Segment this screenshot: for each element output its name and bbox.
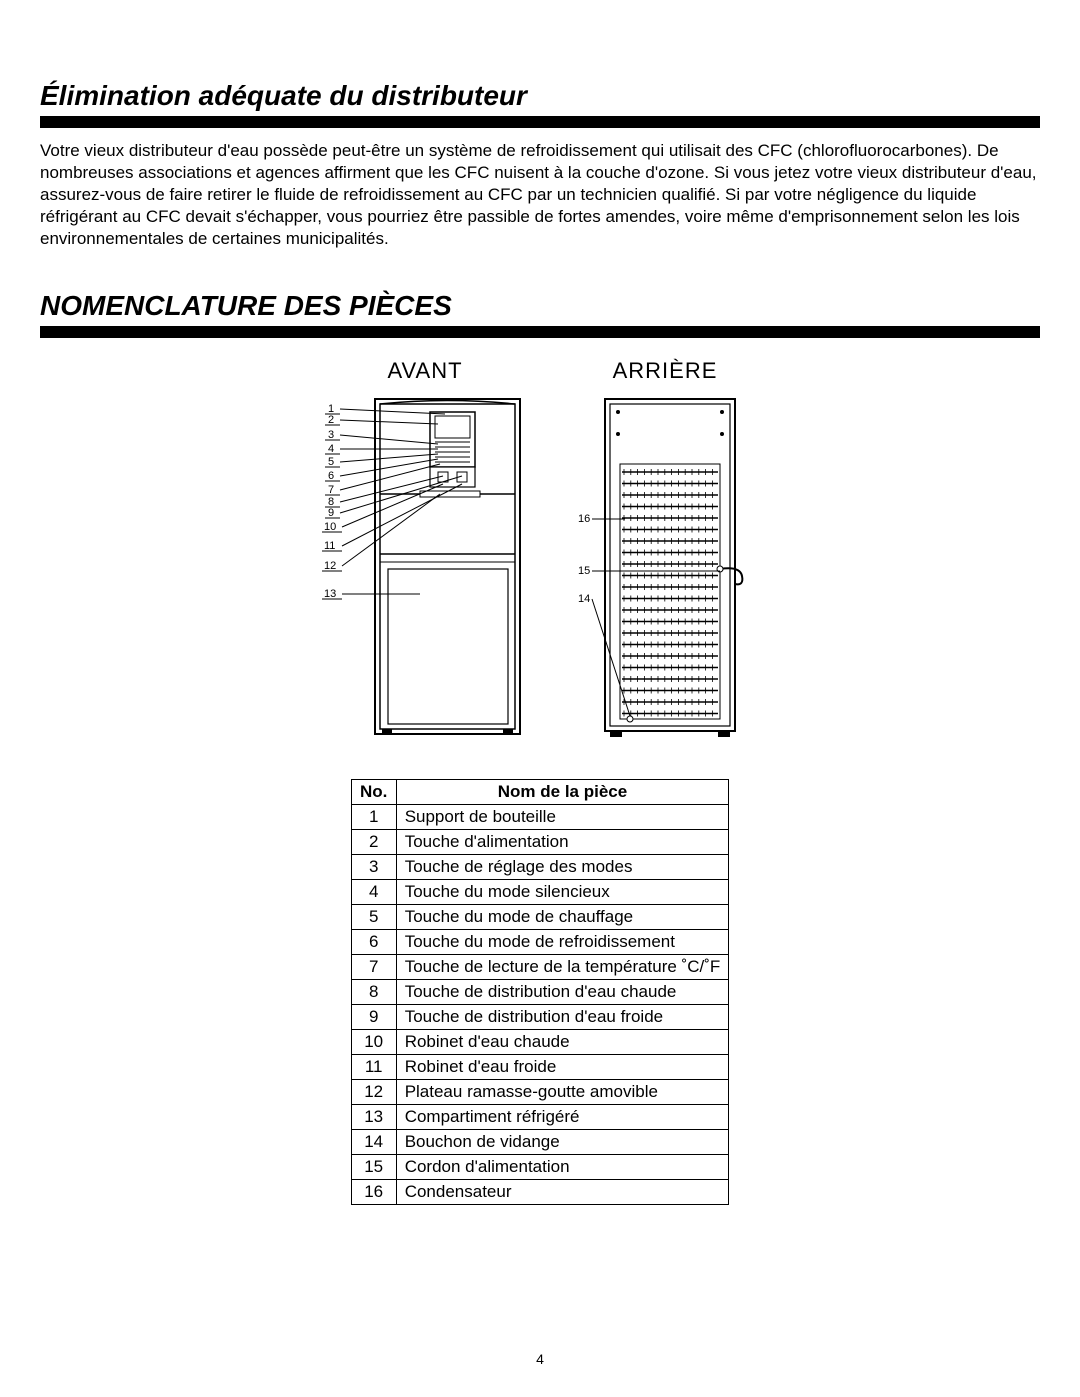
table-cell-no: 14 xyxy=(351,1130,396,1155)
page-number: 4 xyxy=(0,1351,1080,1367)
table-cell-no: 10 xyxy=(351,1030,396,1055)
table-row: 16Condensateur xyxy=(351,1180,729,1205)
table-row: 11Robinet d'eau froide xyxy=(351,1055,729,1080)
num-10: 10 xyxy=(324,521,336,533)
table-row: 2Touche d'alimentation xyxy=(351,830,729,855)
section2-divider xyxy=(40,326,1040,338)
section1-divider xyxy=(40,116,1040,128)
table-cell-name: Robinet d'eau froide xyxy=(396,1055,729,1080)
table-row: 5Touche du mode de chauffage xyxy=(351,905,729,930)
num-15: 15 xyxy=(578,565,590,577)
table-cell-no: 16 xyxy=(351,1180,396,1205)
front-label: AVANT xyxy=(387,358,462,384)
num-2: 2 xyxy=(328,414,334,426)
num-14: 14 xyxy=(578,593,590,605)
section1-title: Élimination adéquate du distributeur xyxy=(40,80,1040,112)
table-row: 9Touche de distribution d'eau froide xyxy=(351,1005,729,1030)
table-cell-name: Touche du mode silencieux xyxy=(396,880,729,905)
table-row: 12Plateau ramasse-goutte amovible xyxy=(351,1080,729,1105)
table-cell-no: 11 xyxy=(351,1055,396,1080)
table-row: 10Robinet d'eau chaude xyxy=(351,1030,729,1055)
num-6: 6 xyxy=(328,470,334,482)
table-cell-name: Touche de distribution d'eau froide xyxy=(396,1005,729,1030)
back-diagram: 16 15 14 xyxy=(570,394,760,749)
table-header-no: No. xyxy=(351,780,396,805)
num-5: 5 xyxy=(328,456,334,468)
num-11: 11 xyxy=(324,540,335,552)
table-cell-no: 15 xyxy=(351,1155,396,1180)
table-cell-no: 12 xyxy=(351,1080,396,1105)
back-label: ARRIÈRE xyxy=(613,358,718,384)
front-diagram-col: AVANT xyxy=(320,358,530,749)
table-row: 7Touche de lecture de la température ˚C/… xyxy=(351,955,729,980)
table-cell-no: 8 xyxy=(351,980,396,1005)
table-cell-name: Touche du mode de refroidissement xyxy=(396,930,729,955)
table-cell-name: Touche de réglage des modes xyxy=(396,855,729,880)
table-row: 8Touche de distribution d'eau chaude xyxy=(351,980,729,1005)
table-header-name: Nom de la pièce xyxy=(396,780,729,805)
section1-body: Votre vieux distributeur d'eau possède p… xyxy=(40,140,1040,250)
table-cell-name: Touche de distribution d'eau chaude xyxy=(396,980,729,1005)
table-cell-name: Touche du mode de chauffage xyxy=(396,905,729,930)
table-cell-name: Robinet d'eau chaude xyxy=(396,1030,729,1055)
table-cell-no: 6 xyxy=(351,930,396,955)
num-12: 12 xyxy=(324,560,336,572)
num-16: 16 xyxy=(578,513,590,525)
table-cell-no: 2 xyxy=(351,830,396,855)
table-cell-no: 7 xyxy=(351,955,396,980)
section2-title: Nomenclature des pièces xyxy=(40,290,1040,322)
table-cell-name: Compartiment réfrigéré xyxy=(396,1105,729,1130)
table-cell-no: 3 xyxy=(351,855,396,880)
front-diagram: 1 2 3 4 5 6 7 8 9 10 11 12 13 xyxy=(320,394,530,749)
table-cell-name: Touche de lecture de la température ˚C/˚… xyxy=(396,955,729,980)
parts-table: No. Nom de la pièce 1Support de bouteill… xyxy=(351,779,730,1205)
table-row: 4Touche du mode silencieux xyxy=(351,880,729,905)
num-4: 4 xyxy=(328,443,334,455)
table-row: 13Compartiment réfrigéré xyxy=(351,1105,729,1130)
back-diagram-col: ARRIÈRE xyxy=(570,358,760,749)
num-9: 9 xyxy=(328,507,334,519)
table-cell-name: Plateau ramasse-goutte amovible xyxy=(396,1080,729,1105)
table-row: 1Support de bouteille xyxy=(351,805,729,830)
table-row: 14Bouchon de vidange xyxy=(351,1130,729,1155)
table-cell-no: 13 xyxy=(351,1105,396,1130)
table-cell-name: Support de bouteille xyxy=(396,805,729,830)
table-cell-no: 5 xyxy=(351,905,396,930)
diagram-area: AVANT xyxy=(40,358,1040,749)
condenser-grille xyxy=(620,464,720,719)
table-cell-name: Touche d'alimentation xyxy=(396,830,729,855)
table-cell-no: 4 xyxy=(351,880,396,905)
num-3: 3 xyxy=(328,429,334,441)
table-row: 6Touche du mode de refroidissement xyxy=(351,930,729,955)
num-7: 7 xyxy=(328,484,334,496)
table-cell-name: Cordon d'alimentation xyxy=(396,1155,729,1180)
table-cell-name: Bouchon de vidange xyxy=(396,1130,729,1155)
table-row: 15Cordon d'alimentation xyxy=(351,1155,729,1180)
table-cell-no: 1 xyxy=(351,805,396,830)
table-cell-no: 9 xyxy=(351,1005,396,1030)
table-cell-name: Condensateur xyxy=(396,1180,729,1205)
table-row: 3Touche de réglage des modes xyxy=(351,855,729,880)
num-13: 13 xyxy=(324,588,336,600)
